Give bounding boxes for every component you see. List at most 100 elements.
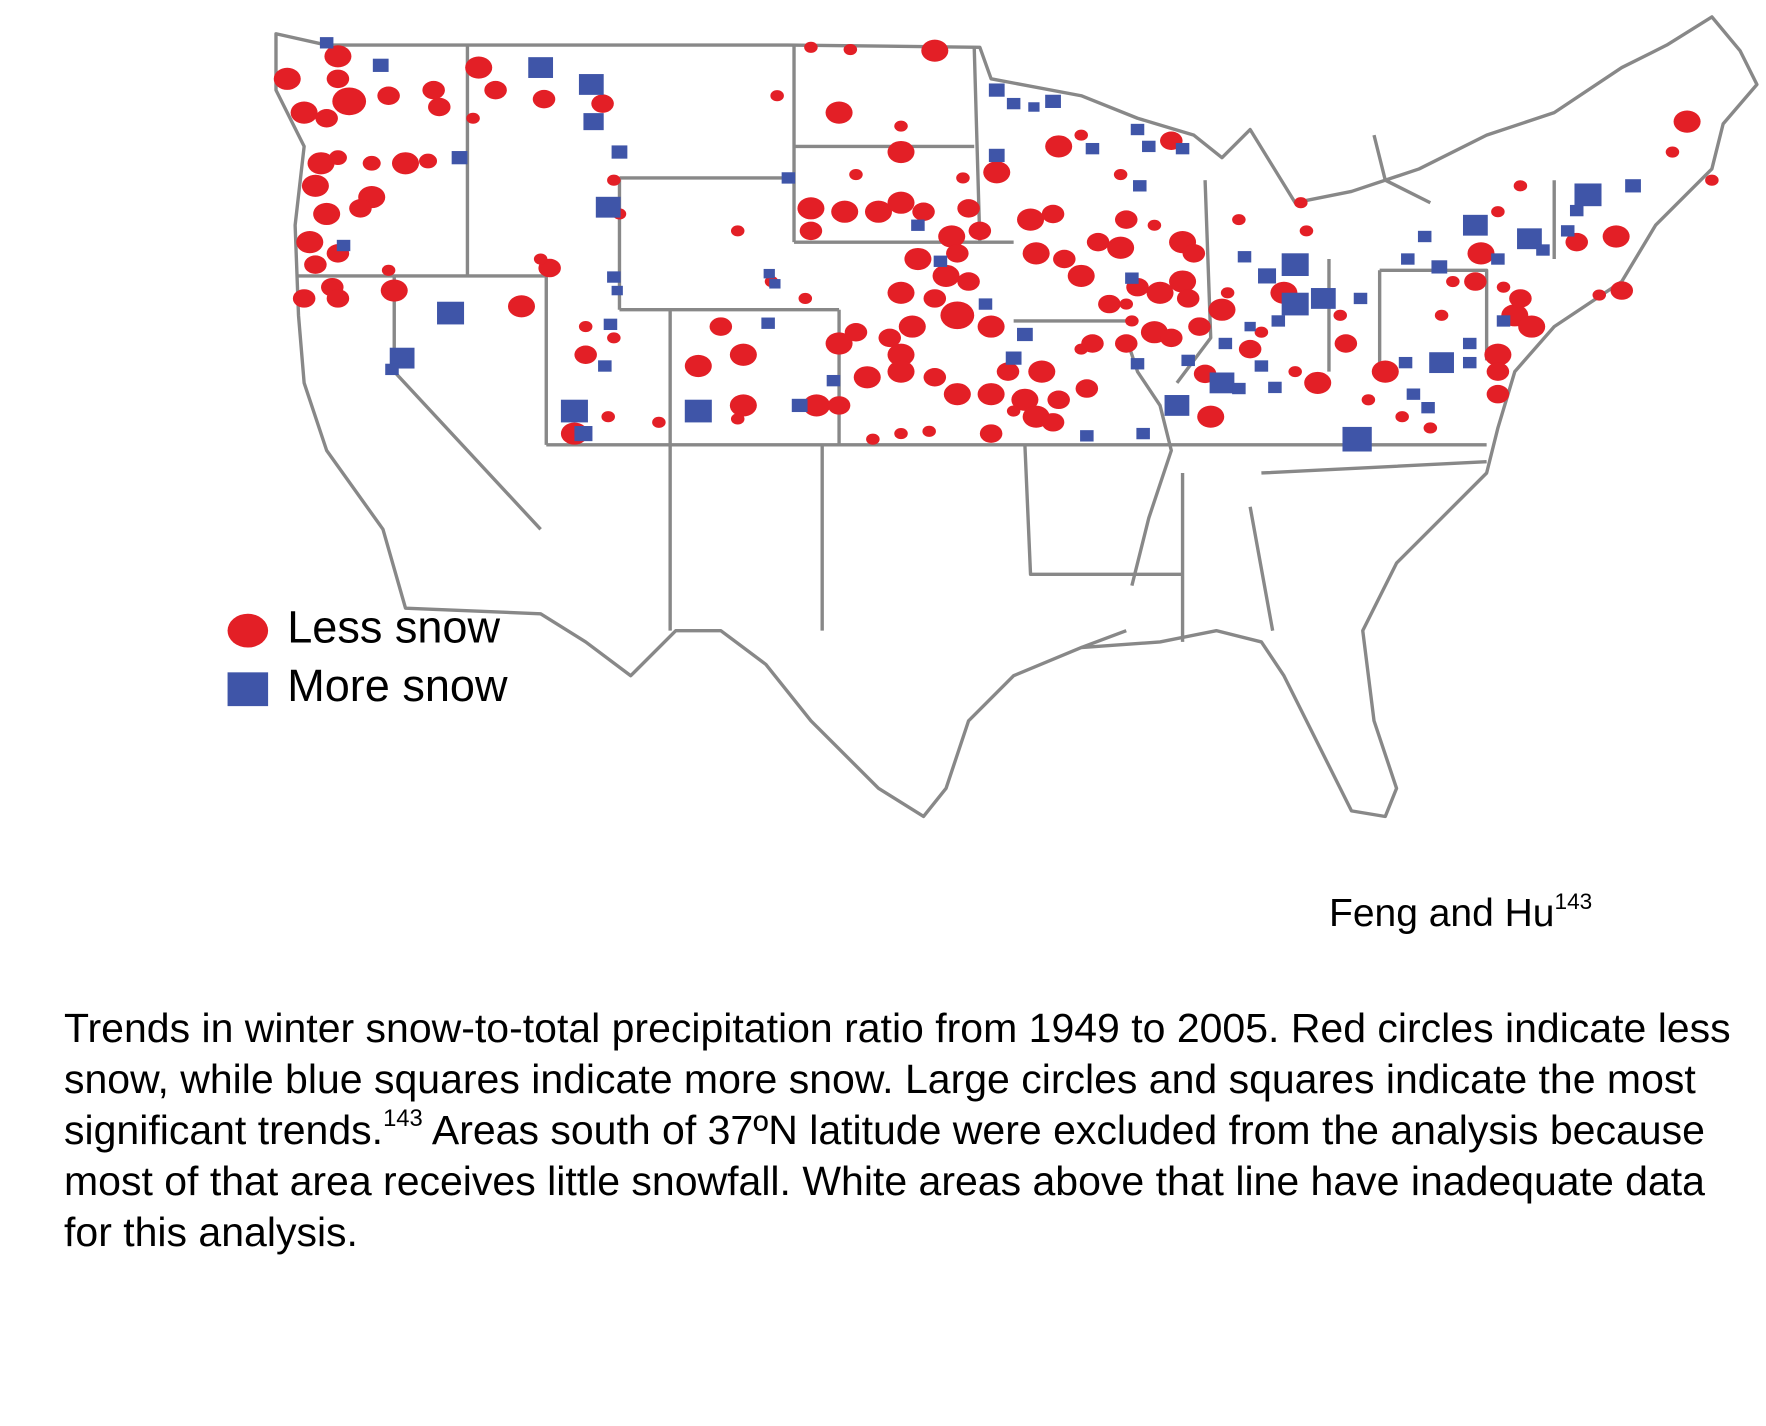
more-snow-marker (1310, 288, 1336, 309)
less-snow-marker (326, 69, 350, 89)
less-snow-marker (1254, 326, 1269, 338)
less-snow-marker (938, 225, 966, 248)
more-snow-marker (1574, 183, 1602, 207)
less-snow-marker (315, 109, 338, 128)
less-snow-marker (923, 368, 947, 387)
more-snow-marker (1017, 327, 1033, 342)
more-snow-marker (1142, 140, 1156, 153)
caption-ref: 143 (383, 1105, 423, 1133)
less-snow-marker (1395, 411, 1409, 423)
less-snow-marker (381, 264, 396, 276)
less-snow-marker (1067, 264, 1095, 287)
less-snow-marker (307, 152, 335, 175)
less-snow-marker (419, 153, 438, 169)
more-snow-marker (1281, 253, 1309, 277)
more-snow-marker (437, 301, 465, 325)
more-snow-marker (385, 363, 399, 376)
less-snow-marker (1028, 360, 1056, 383)
less-snow-marker (898, 315, 926, 338)
more-snow-marker (781, 172, 796, 184)
less-snow-marker (1160, 328, 1183, 348)
less-snow-marker (894, 428, 908, 440)
less-snow-marker (825, 332, 853, 355)
less-snow-marker (1446, 276, 1460, 288)
more-snow-marker (595, 196, 621, 218)
legend: Less snow More snow (227, 602, 508, 711)
more-snow-marker (761, 317, 775, 329)
less-snow-marker (1176, 289, 1200, 308)
less-snow-marker (797, 197, 825, 220)
less-snow-marker (977, 315, 1005, 338)
more-snow-marker (574, 426, 593, 442)
less-snow-marker (932, 264, 960, 287)
less-snow-marker (574, 345, 597, 364)
less-snow-marker (1371, 360, 1399, 383)
less-snow-marker (730, 225, 745, 237)
legend-label: Less snow (287, 602, 500, 653)
less-snow-marker (1075, 379, 1099, 398)
less-snow-marker (1232, 214, 1246, 226)
less-snow-marker (1114, 210, 1138, 229)
more-snow-marker (1431, 260, 1448, 274)
more-snow-marker (1125, 272, 1139, 284)
less-snow-marker (803, 394, 831, 417)
less-snow-marker (1509, 289, 1532, 308)
less-snow-marker (684, 354, 712, 378)
legend-swatch (227, 613, 269, 648)
less-snow-marker (1182, 244, 1206, 263)
less-snow-marker (843, 44, 858, 56)
less-snow-marker (324, 45, 352, 68)
less-snow-marker (1017, 208, 1045, 231)
more-snow-marker (684, 399, 712, 423)
more-snow-marker (1462, 337, 1477, 350)
more-snow-marker (1218, 337, 1233, 350)
less-snow-marker (904, 247, 932, 271)
more-snow-marker (1271, 315, 1286, 327)
less-snow-marker (825, 101, 853, 124)
less-snow-marker (301, 174, 329, 197)
less-snow-marker (578, 321, 593, 333)
less-snow-marker (1592, 289, 1607, 301)
less-snow-marker (1220, 287, 1235, 299)
more-snow-marker (1175, 142, 1190, 155)
more-snow-marker (1268, 381, 1282, 394)
more-snow-marker (319, 37, 334, 49)
more-snow-marker (336, 239, 351, 252)
less-snow-marker (799, 221, 823, 241)
less-snow-marker (1288, 366, 1302, 378)
less-snow-marker (377, 86, 400, 105)
less-snow-marker (1098, 294, 1121, 314)
less-snow-marker (533, 253, 548, 265)
less-snow-marker (380, 279, 408, 302)
more-snow-marker (1421, 402, 1435, 414)
less-snow-marker (607, 332, 621, 344)
less-snow-marker (362, 155, 381, 171)
less-snow-marker (332, 87, 367, 116)
less-snow-marker (798, 292, 813, 304)
less-snow-marker (1610, 281, 1634, 300)
more-snow-marker (1130, 358, 1145, 370)
more-snow-marker (1560, 225, 1575, 237)
more-snow-marker (763, 268, 775, 279)
less-snow-marker (1041, 413, 1065, 432)
more-snow-marker (578, 74, 604, 95)
less-snow-marker (729, 343, 757, 366)
less-snow-marker (1665, 146, 1680, 158)
more-snow-marker (528, 57, 554, 78)
more-snow-marker (1080, 430, 1094, 442)
less-snow-marker (923, 289, 947, 308)
less-snow-marker (1041, 204, 1065, 224)
more-snow-marker (978, 298, 993, 310)
legend-swatch (227, 672, 269, 707)
more-snow-marker (933, 255, 948, 267)
credit-text: Feng and Hu (1329, 892, 1555, 935)
less-snow-marker (591, 94, 614, 113)
more-snow-marker (1258, 268, 1277, 284)
more-snow-marker (1417, 230, 1432, 243)
credit-ref: 143 (1554, 889, 1593, 915)
more-snow-marker (1005, 351, 1022, 365)
more-snow-marker (1133, 180, 1147, 192)
more-snow-marker (603, 318, 618, 331)
less-snow-marker (1011, 388, 1039, 411)
more-snow-marker (1028, 102, 1040, 112)
